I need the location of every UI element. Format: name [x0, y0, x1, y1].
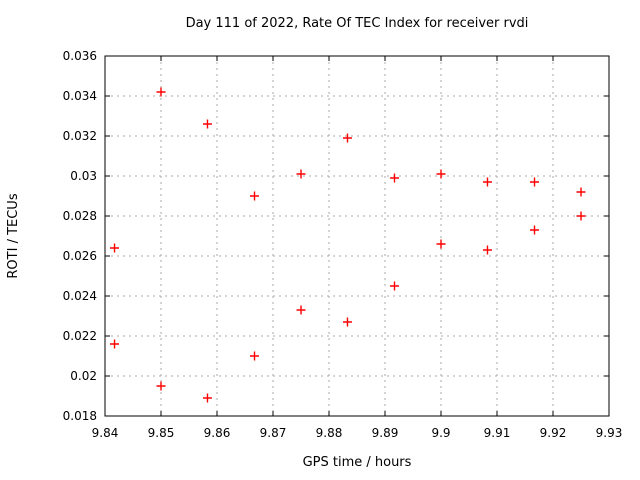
plot-border: [104, 55, 610, 417]
data-point: [530, 177, 540, 187]
x-tick-label: 9.86: [204, 426, 231, 440]
x-tick-label: 9.91: [484, 426, 511, 440]
x-tick-label: 9.88: [316, 426, 343, 440]
data-point: [110, 339, 120, 349]
data-point: [156, 381, 166, 391]
y-tick-label: 0.026: [63, 249, 97, 263]
y-tick-label: 0.03: [70, 169, 97, 183]
y-tick-label: 0.022: [63, 329, 97, 343]
data-point: [342, 317, 352, 327]
data-point: [250, 351, 260, 361]
data-point: [110, 243, 120, 253]
x-tick-label: 9.93: [596, 426, 623, 440]
y-axis-label: ROTI / TECUs: [6, 193, 21, 278]
data-point: [390, 173, 400, 183]
y-tick-label: 0.034: [63, 89, 97, 103]
y-tick-label: 0.024: [63, 289, 97, 303]
data-point: [482, 177, 492, 187]
x-tick-label: 9.87: [260, 426, 287, 440]
data-point: [296, 305, 306, 315]
data-point: [436, 239, 446, 249]
x-axis-label: GPS time / hours: [303, 455, 412, 470]
data-point: [156, 87, 166, 97]
data-point: [576, 211, 586, 221]
chart-title: Day 111 of 2022, Rate Of TEC Index for r…: [186, 16, 529, 31]
y-tick-label: 0.018: [63, 409, 97, 423]
data-point: [250, 191, 260, 201]
data-point: [390, 281, 400, 291]
plot-area: 9.84 9.85 9.86 9.87 9.88 9.89 9.9 9.91 9.92 9.93 0…: [63, 49, 623, 440]
x-tick-label: 9.92: [540, 426, 567, 440]
data-point: [530, 225, 540, 235]
data-point: [436, 169, 446, 179]
y-tick-label: 0.02: [70, 369, 97, 383]
x-tick-label: 9.84: [92, 426, 119, 440]
x-tick-label: 9.89: [372, 426, 399, 440]
data-point: [342, 133, 352, 143]
data-point: [202, 119, 212, 129]
data-point: [576, 187, 586, 197]
y-tick-label: 0.036: [63, 49, 97, 63]
data-point: [296, 169, 306, 179]
x-tick-label: 9.9: [431, 426, 450, 440]
y-tick-label: 0.032: [63, 129, 97, 143]
data-point: [202, 393, 212, 403]
y-tick-label: 0.028: [63, 209, 97, 223]
x-tick-label: 9.85: [148, 426, 175, 440]
data-point: [482, 245, 492, 255]
